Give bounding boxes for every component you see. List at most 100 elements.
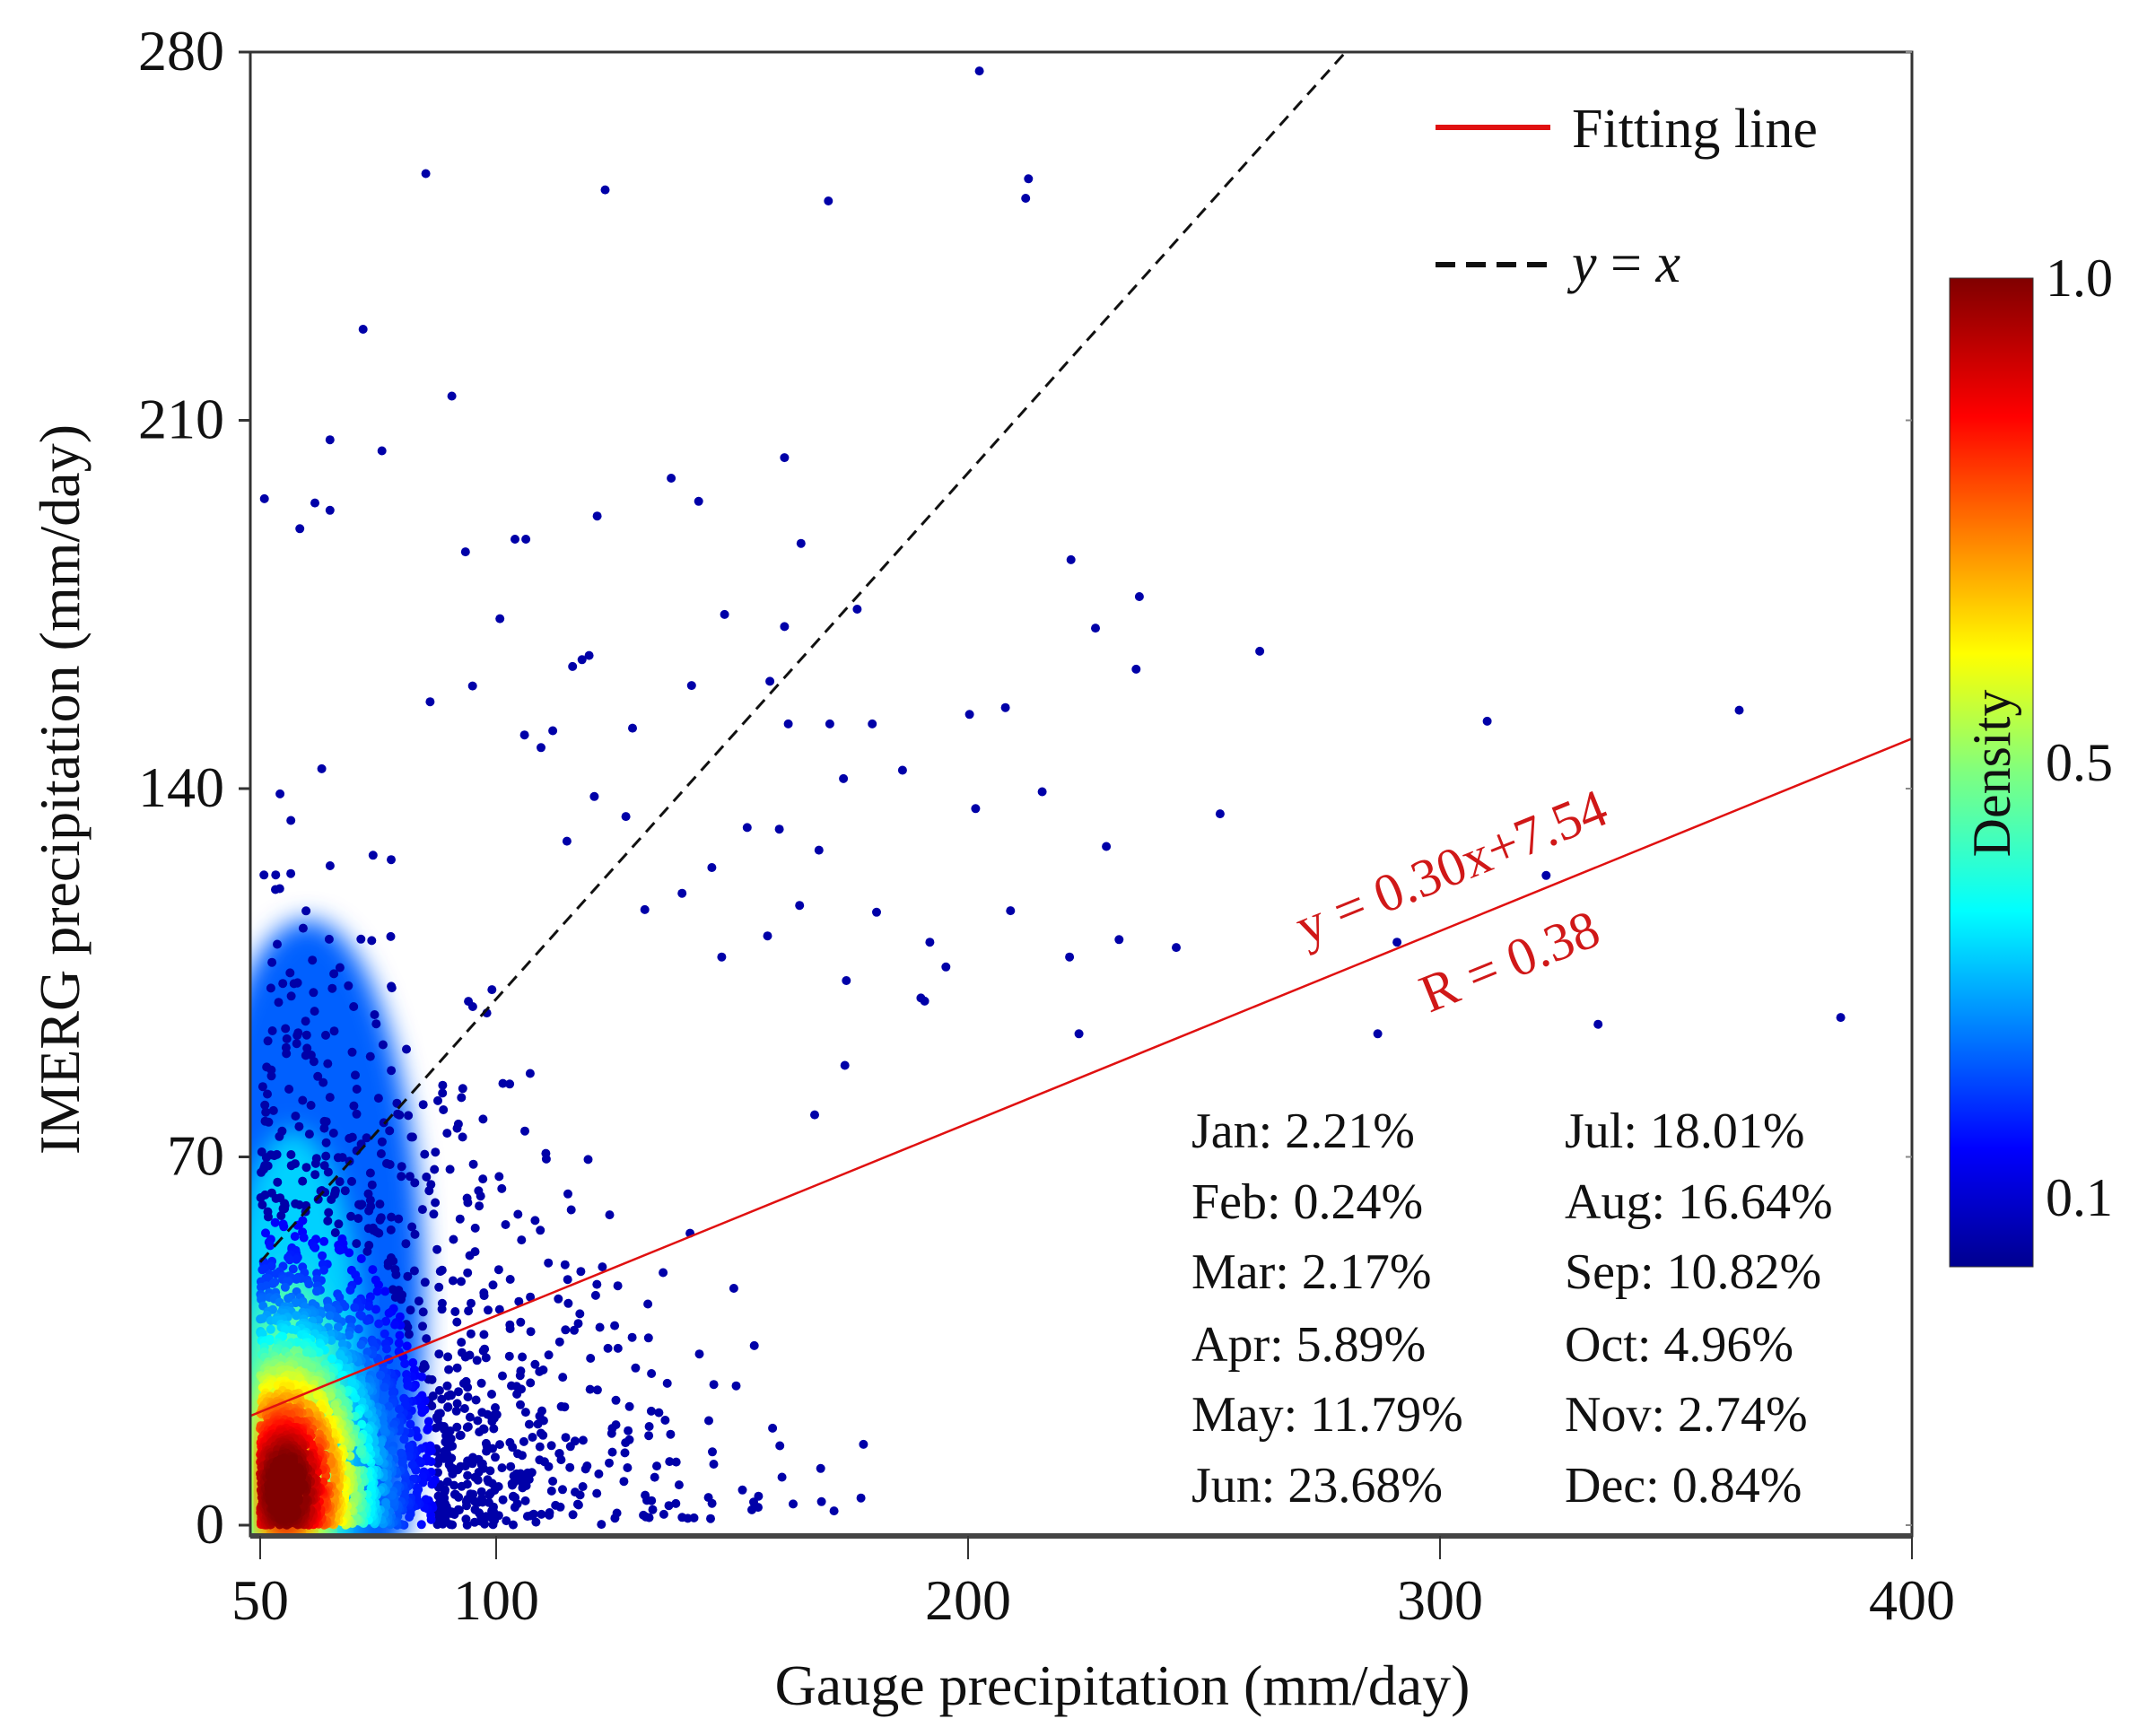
scatter-point [278, 979, 288, 989]
scatter-point [530, 1359, 540, 1369]
scatter-point [467, 681, 477, 691]
scatter-point [286, 816, 296, 825]
scatter-point [1024, 174, 1034, 184]
scatter-point [406, 1305, 415, 1315]
scatter-point [325, 861, 335, 870]
scatter-point [607, 1428, 616, 1438]
x-axis-label: Gauge precipitation (mm/day) [775, 1653, 1471, 1717]
scatter-point [441, 1437, 450, 1447]
scatter-point [345, 1468, 354, 1478]
scatter-point [319, 1077, 328, 1087]
scatter-point [443, 1402, 453, 1412]
scatter-point [388, 1388, 397, 1398]
scatter-point [383, 1261, 393, 1270]
scatter-point [610, 1514, 620, 1523]
scatter-point [276, 1211, 286, 1220]
scatter-point [487, 1506, 497, 1516]
scatter-point [485, 1466, 495, 1476]
scatter-point [323, 1216, 333, 1226]
scatter-point [544, 1350, 554, 1360]
scatter-point [266, 1241, 275, 1251]
scatter-point [301, 1359, 310, 1369]
scatter-point [460, 547, 470, 557]
scatter-point [288, 1264, 298, 1274]
scatter-point [554, 1294, 563, 1304]
scatter-point [463, 1392, 473, 1402]
scatter-point [365, 1168, 375, 1178]
scatter-point [706, 1514, 715, 1523]
scatter-point [780, 453, 790, 463]
scatter-point [513, 1209, 523, 1219]
scatter-point [292, 1031, 302, 1041]
scatter-point [388, 1490, 397, 1500]
month-share-label: Mar: 2.17% [1191, 1244, 1432, 1300]
scatter-point [518, 1352, 528, 1362]
y-tick-label: 280 [138, 19, 224, 83]
scatter-point [430, 1165, 440, 1174]
scatter-point [257, 1329, 267, 1339]
scatter-point [408, 1357, 418, 1367]
scatter-point [423, 1425, 432, 1435]
scatter-point [432, 1244, 442, 1254]
scatter-point [425, 697, 435, 707]
scatter-point [437, 1304, 447, 1314]
scatter-point [410, 1178, 420, 1188]
scatter-point [570, 1325, 579, 1335]
scatter-point [285, 968, 295, 978]
scatter-point [407, 1460, 417, 1470]
scatter-point [458, 1379, 468, 1388]
scatter-point [345, 1286, 355, 1295]
month-share-label: Jan: 2.21% [1191, 1104, 1415, 1159]
scatter-point [279, 1222, 289, 1232]
scatter-point [371, 1304, 380, 1314]
scatter-point [434, 1282, 444, 1292]
scatter-point [301, 1016, 310, 1026]
scatter-point [266, 1324, 275, 1334]
scatter-point [364, 1301, 374, 1311]
scatter-point [335, 1245, 345, 1255]
scatter-point [444, 1365, 454, 1374]
scatter-point [336, 1351, 345, 1361]
scatter-point [644, 1422, 654, 1431]
scatter-point [916, 993, 926, 1003]
scatter-point [592, 511, 602, 521]
legend-identity-label: y = x [1567, 233, 1681, 294]
scatter-point [852, 605, 862, 614]
x-tick-label: 300 [1397, 1568, 1483, 1632]
scatter-point [546, 1486, 556, 1496]
scatter-point [418, 1364, 428, 1374]
scatter-point [775, 1441, 785, 1451]
scatter-point [512, 1390, 522, 1399]
scatter-point [789, 1499, 798, 1509]
scatter-point [505, 1437, 515, 1447]
scatter-point [261, 1228, 270, 1238]
scatter-point [1255, 646, 1265, 656]
colorbar [1949, 277, 2034, 1268]
scatter-point [422, 1334, 432, 1344]
scatter-point [333, 1322, 343, 1332]
scatter-point [554, 1337, 564, 1347]
scatter-point [319, 1123, 329, 1133]
scatter-point [282, 1034, 292, 1043]
scatter-point [421, 169, 431, 179]
scatter-point [269, 1151, 279, 1161]
scatter-point [447, 391, 457, 401]
y-tick-label: 0 [196, 1492, 224, 1556]
scatter-point [271, 1193, 281, 1203]
scatter-point [403, 1271, 413, 1281]
scatter-point [368, 1265, 378, 1275]
scatter-point [459, 1404, 469, 1413]
scatter-point [399, 1435, 409, 1444]
scatter-point [275, 1131, 284, 1141]
scatter-point [327, 1354, 336, 1364]
scatter-point [439, 1105, 449, 1114]
scatter-point [464, 997, 474, 1007]
scatter-point [285, 1382, 295, 1391]
scatter-point [594, 1469, 604, 1479]
scatter-point [520, 1496, 530, 1505]
scatter-point [533, 1419, 543, 1429]
scatter-point [450, 1307, 460, 1316]
scatter-point [414, 1296, 423, 1306]
colorbar-label: Density [1962, 690, 2021, 858]
